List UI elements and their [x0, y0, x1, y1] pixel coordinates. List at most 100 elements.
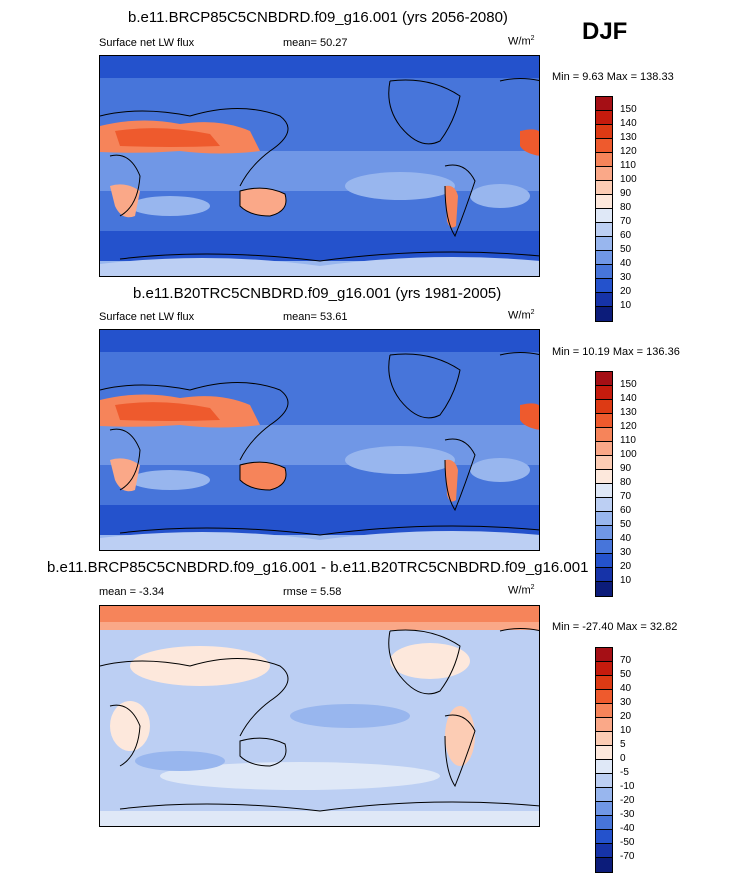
colorbar-tick-label: 30: [620, 272, 632, 283]
colorbar-tick-label: -50: [620, 837, 635, 848]
colorbar-swatch: [596, 774, 612, 788]
colorbar-swatch: [596, 788, 612, 802]
season-label: DJF: [582, 18, 628, 45]
colorbar-swatch: [596, 760, 612, 774]
panel-3-mean-label: mean = -3.34: [99, 586, 165, 598]
panel-1-units: W/m2: [508, 35, 535, 48]
panel-1-colorbar-ticks: 150 140 130 120 110 100 90 80 70 60 50 40 30 20 10: [620, 103, 637, 313]
colorbar-swatch: [596, 386, 612, 400]
colorbar-tick-label: 60: [620, 505, 632, 516]
colorbar-tick-label: 140: [620, 118, 637, 129]
panel-1-map: [99, 55, 540, 277]
colorbar-swatch: [596, 279, 612, 293]
colorbar-swatch: [596, 125, 612, 139]
colorbar-tick-label: 20: [620, 286, 632, 297]
colorbar-swatch: [596, 153, 612, 167]
colorbar-swatch: [596, 704, 612, 718]
colorbar-tick-label: -5: [620, 767, 629, 778]
colorbar-tick-label: 90: [620, 188, 632, 199]
colorbar-swatch: [596, 746, 612, 760]
colorbar-tick-label: 90: [620, 463, 632, 474]
colorbar-tick-label: 110: [620, 435, 636, 446]
colorbar-tick-label: 10: [620, 725, 632, 736]
colorbar-swatch: [596, 498, 612, 512]
colorbar-tick-label: 150: [620, 104, 637, 115]
colorbar-tick-label: 20: [620, 711, 632, 722]
colorbar-swatch: [596, 526, 612, 540]
colorbar-tick-label: 100: [620, 174, 637, 185]
colorbar-swatch: [596, 512, 612, 526]
colorbar-swatch: [596, 195, 612, 209]
colorbar-swatch: [596, 568, 612, 582]
colorbar-tick-label: 120: [620, 421, 637, 432]
panel-2-variable-label: Surface net LW flux: [99, 311, 195, 323]
colorbar-swatch: [596, 676, 612, 690]
colorbar-tick-label: 50: [620, 669, 632, 680]
colorbar-tick-label: 60: [620, 230, 632, 241]
colorbar-swatch: [596, 428, 612, 442]
colorbar-swatch: [596, 251, 612, 265]
colorbar-swatch: [596, 690, 612, 704]
colorbar-tick-label: -40: [620, 823, 635, 834]
colorbar-tick-label: 80: [620, 477, 632, 488]
colorbar-tick-label: 10: [620, 575, 632, 586]
colorbar-tick-label: 150: [620, 379, 637, 390]
colorbar-tick-label: 0: [620, 753, 626, 764]
colorbar-tick-label: 130: [620, 132, 637, 143]
colorbar-swatch: [596, 97, 612, 111]
panel-1-colorbar: [595, 96, 613, 322]
colorbar-tick-label: 70: [620, 655, 632, 666]
colorbar-swatch: [596, 718, 612, 732]
colorbar-swatch: [596, 265, 612, 279]
colorbar-tick-label: -30: [620, 809, 635, 820]
colorbar-swatch: [596, 414, 612, 428]
panel-3-colorbar: [595, 647, 613, 873]
panel-3-colorbar-ticks: 70 50 40 30 20 10 5 0 -5 -10 -20 -30 -40 -50 -70: [620, 654, 634, 864]
colorbar-swatch: [596, 662, 612, 676]
colorbar-swatch: [596, 844, 612, 858]
colorbar-tick-label: -20: [620, 795, 635, 806]
colorbar-swatch: [596, 223, 612, 237]
panel-3-map: [99, 605, 540, 827]
colorbar-tick-label: 140: [620, 393, 637, 404]
colorbar-swatch: [596, 139, 612, 153]
panel-2-colorbar-ticks: 150 140 130 120 110 100 90 80 70 60 50 40 30 20 10: [620, 378, 637, 588]
colorbar-tick-label: 20: [620, 561, 632, 572]
colorbar-swatch: [596, 167, 612, 181]
colorbar-swatch: [596, 858, 612, 872]
panel-2-colorbar: [595, 371, 613, 597]
panel-1-title: b.e11.BRCP85C5CNBDRD.f09_g16.001 (yrs 20…: [128, 9, 508, 26]
colorbar-tick-label: 5: [620, 739, 626, 750]
colorbar-swatch: [596, 816, 612, 830]
colorbar-tick-label: 30: [620, 697, 632, 708]
colorbar-swatch: [596, 442, 612, 456]
colorbar-swatch: [596, 111, 612, 125]
colorbar-tick-label: 10: [620, 300, 632, 311]
panel-2-title: b.e11.B20TRC5CNBDRD.f09_g16.001 (yrs 198…: [133, 285, 502, 302]
panel-1-variable-label: Surface net LW flux: [99, 37, 195, 49]
colorbar-swatch: [596, 830, 612, 844]
colorbar-tick-label: 100: [620, 449, 637, 460]
colorbar-swatch: [596, 540, 612, 554]
colorbar-swatch: [596, 802, 612, 816]
colorbar-swatch: [596, 582, 612, 596]
colorbar-swatch: [596, 400, 612, 414]
colorbar-swatch: [596, 554, 612, 568]
panel-2-map: [99, 329, 540, 551]
panel-2-units: W/m2: [508, 309, 535, 322]
colorbar-tick-label: -10: [620, 781, 635, 792]
colorbar-swatch: [596, 209, 612, 223]
colorbar-swatch: [596, 470, 612, 484]
panel-2-minmax: Min = 10.19 Max = 136.36: [552, 346, 680, 358]
panel-1-mean-label: mean= 50.27: [283, 37, 348, 49]
panel-3-title: b.e11.BRCP85C5CNBDRD.f09_g16.001 - b.e11…: [47, 559, 589, 576]
colorbar-swatch: [596, 456, 612, 470]
colorbar-swatch: [596, 237, 612, 251]
colorbar-swatch: [596, 181, 612, 195]
colorbar-tick-label: 120: [620, 146, 637, 157]
colorbar-swatch: [596, 307, 612, 321]
colorbar-tick-label: 40: [620, 533, 632, 544]
colorbar-tick-label: 30: [620, 547, 632, 558]
colorbar-tick-label: 70: [620, 491, 632, 502]
colorbar-swatch: [596, 484, 612, 498]
